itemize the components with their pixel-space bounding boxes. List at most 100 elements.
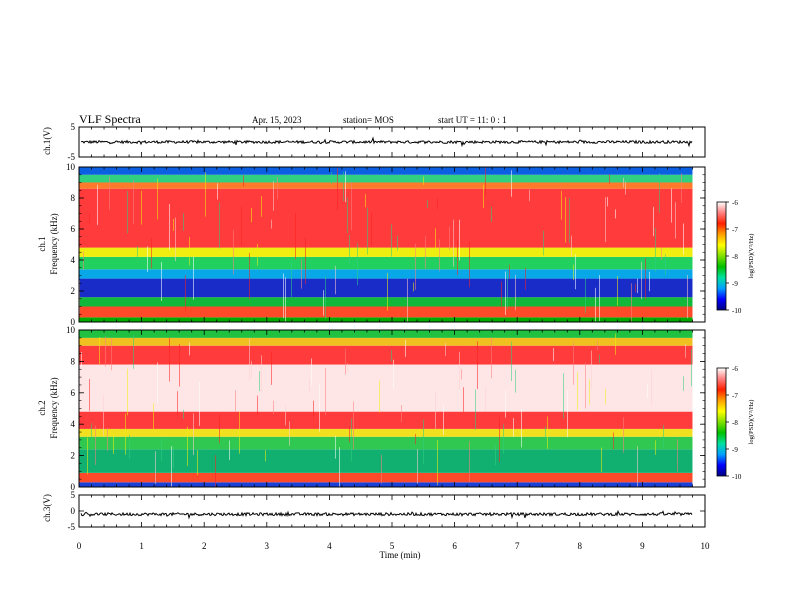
ch2-spec-streak xyxy=(99,337,100,365)
ch1-spec-streak xyxy=(459,219,460,261)
ch2-spec-ytick-label: 6 xyxy=(71,388,76,398)
ch1-spec-streak xyxy=(561,190,562,220)
ch1-spec-streak xyxy=(169,203,170,250)
ch1-spec-streak xyxy=(301,259,302,289)
ch1-spec-streak xyxy=(599,275,600,321)
ch2-spec-streak xyxy=(691,348,692,387)
ch2-spec-image xyxy=(79,330,705,487)
ch2-spec-streak xyxy=(577,372,578,410)
ch3-waveform-panel: 5 0 -5 xyxy=(68,490,706,532)
ch2-spec-streak xyxy=(347,363,348,372)
station-label: station= MOS xyxy=(343,115,394,125)
ch1-spec-streak xyxy=(367,207,368,255)
ch2-spec-band xyxy=(79,364,693,412)
ch1-spec-streak xyxy=(515,274,516,311)
ch2-spec-streak xyxy=(391,350,392,362)
ch2-spec-streak xyxy=(547,416,548,449)
ch1-spec-band xyxy=(79,247,693,257)
ch1-waveform-panel: 5 -5 xyxy=(68,122,706,162)
ch1-spec-streak xyxy=(415,243,416,290)
x-tick-label: 1 xyxy=(139,541,144,551)
ch1-spec-streak xyxy=(251,207,252,223)
start-time-label: start UT = 11: 0 : 1 xyxy=(438,115,507,125)
ch2-spec-streak xyxy=(273,400,274,414)
colorbar-tick-label: -6 xyxy=(732,365,738,373)
ch1-spec-streak xyxy=(133,180,134,225)
ch2-spec-ytick-label: 2 xyxy=(71,451,76,461)
colorbar-tick-label: -9 xyxy=(732,280,738,288)
ch1-spec-streak xyxy=(671,188,672,223)
ch1-spec-streak xyxy=(219,202,220,249)
ch2-spec-streak xyxy=(183,409,184,419)
ch1-spec-ytick-label: 0 xyxy=(71,317,76,327)
ch2-spec-streak xyxy=(637,446,638,487)
ch2-spec-streak xyxy=(381,454,382,484)
ch1-spec-streak xyxy=(525,268,526,290)
ch3-wave-trace xyxy=(80,509,693,520)
ch1-spec-ytick-label: 4 xyxy=(71,255,76,265)
ch2-spec-streak xyxy=(545,426,546,442)
colorbar-tick-label: -9 xyxy=(732,446,738,454)
ch2-spec-streak xyxy=(351,418,352,462)
ch2-spec-band xyxy=(79,330,693,338)
ch1-spec-streak xyxy=(687,275,688,319)
x-tick-label: 10 xyxy=(701,541,711,551)
ch2-spec-streak xyxy=(219,414,220,444)
ch1-spec-band xyxy=(79,256,693,270)
ch2-spec-streak xyxy=(379,380,380,413)
ch1-spec-streak xyxy=(137,246,138,259)
ch1-spec-streak xyxy=(257,243,258,266)
ch1-wave-ytick-label: -5 xyxy=(68,152,76,162)
ch1-spec-streak xyxy=(189,236,190,266)
ch1-spec-streak xyxy=(109,176,110,211)
ch1-spec-streak xyxy=(387,272,388,311)
ch1-spec-streak xyxy=(273,181,274,211)
ch1-spec-streak xyxy=(305,237,306,285)
ch2-spec-streak xyxy=(401,405,402,422)
ch1-spec-streak xyxy=(453,219,454,267)
ch2-spec-ytick-label: 10 xyxy=(66,325,76,335)
ch1-spec-streak xyxy=(675,202,676,239)
x-tick-label: 4 xyxy=(327,541,332,551)
ch2-spec-streak xyxy=(199,381,200,426)
ch2-spec-ytick-label: 8 xyxy=(71,356,76,366)
ch2-channel-label: ch.2 xyxy=(37,400,47,415)
colorbar-label: log(PSD)(V²/Hz) xyxy=(748,400,755,445)
ch1-spec-streak xyxy=(413,282,414,292)
ch2-spec-streak xyxy=(393,359,394,389)
x-tick-label: 8 xyxy=(578,541,583,551)
ch1-channel-label: ch.1 xyxy=(37,236,47,251)
ch1-spec-band xyxy=(79,182,693,189)
ch1-spec-band xyxy=(79,188,693,248)
ch2-freq-ylabel: Frequency (kHz) xyxy=(49,377,59,438)
ch2-spec-band xyxy=(79,436,693,450)
ch1-spec-streak xyxy=(625,181,626,195)
ch2-spec-band xyxy=(79,449,693,473)
ch1-spec-streak xyxy=(337,168,338,211)
colorbar-1 xyxy=(716,201,727,311)
ch1-spec-streak xyxy=(283,273,284,319)
ch1-spec-streak xyxy=(89,213,90,225)
x-tick-label: 0 xyxy=(77,541,82,551)
ch1-spec-streak xyxy=(653,206,654,237)
ch1-spec-streak xyxy=(249,252,250,300)
ch2-spec-band xyxy=(79,482,693,487)
ch2-spec-streak xyxy=(187,426,188,466)
ch2-spec-streak xyxy=(91,423,92,443)
ch1-spec-band xyxy=(79,278,693,298)
ch2-spec-streak xyxy=(309,377,310,393)
ch1-spec-streak xyxy=(335,265,336,295)
ch2-spec-streak xyxy=(461,369,462,380)
ch2-spec-streak xyxy=(513,417,514,437)
ch3-wave-ytick-label: -5 xyxy=(68,522,76,532)
ch1-spec-streak xyxy=(507,271,508,309)
ch2-spec-streak xyxy=(215,455,216,487)
ch1-spec-streak xyxy=(645,258,646,300)
x-tick-label: 6 xyxy=(452,541,457,551)
ch1-spec-streak xyxy=(217,183,218,200)
ch1-spec-streak xyxy=(183,213,184,231)
ch1-spec-streak xyxy=(427,199,428,209)
ch1-spec-streak xyxy=(449,226,450,250)
ch2-spec-streak xyxy=(169,337,170,382)
